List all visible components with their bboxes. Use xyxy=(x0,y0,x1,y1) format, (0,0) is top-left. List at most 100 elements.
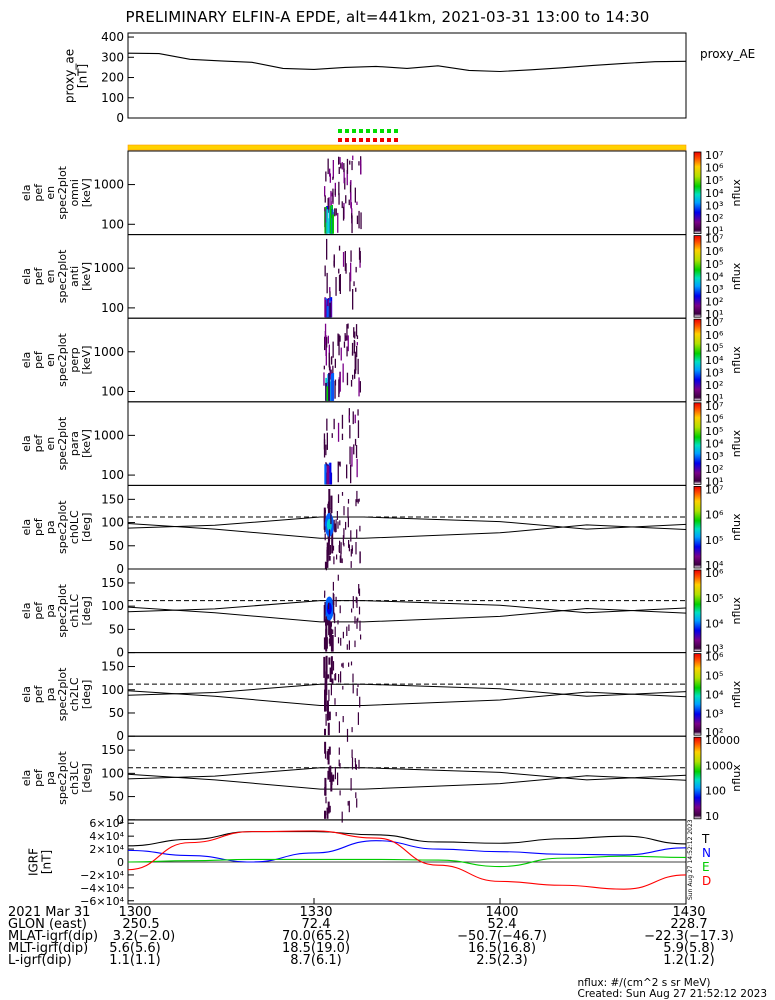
colorbar-tick-2-1: 10⁶ xyxy=(705,329,724,342)
footer-row-label-l: L-igrf(dip) xyxy=(8,953,72,968)
spec-streak-1-4 xyxy=(338,245,341,251)
spec-pa-streak-5-13 xyxy=(354,616,356,624)
spec-streak-1-26 xyxy=(355,266,357,273)
colorbar-tick-3-3: 10⁴ xyxy=(705,438,724,451)
footer-col3-glon: 52.4 xyxy=(487,917,517,932)
spec-ylabel-1-line-5: [keV] xyxy=(80,262,93,291)
spec-pa-streak-4-7 xyxy=(324,509,326,513)
colorbar-6 xyxy=(693,653,702,736)
spec-ylabel-5-line-1: pef xyxy=(32,601,45,620)
spec-pa-streak-4-34 xyxy=(341,558,343,564)
spec-pa-streak-4-6 xyxy=(347,517,349,528)
spec-streak-0-41 xyxy=(338,181,340,196)
spec-pa-streak-5-3 xyxy=(326,637,328,649)
spec-pa-streak-6-2 xyxy=(330,684,332,696)
spec-pa-streak-4-14 xyxy=(343,506,345,516)
spec-pa-streak-4-1 xyxy=(340,542,342,554)
colorbar-tick-0-2: 10⁵ xyxy=(705,174,723,187)
spec-pa-dark-7-10 xyxy=(328,746,331,755)
spec-pa-streak-7-4 xyxy=(325,784,327,795)
spec-core-2-14 xyxy=(326,386,329,401)
spec-streak-1-11 xyxy=(349,272,351,292)
spec-core-3-21 xyxy=(324,464,327,485)
spec-pa-streak-4-2 xyxy=(335,519,337,533)
spec-pa-streak-4-32 xyxy=(350,549,352,557)
colorbar-tick-6-0: 10⁶ xyxy=(705,651,724,664)
spec-core-1-21 xyxy=(326,306,329,318)
spec-pa-streak-7-2 xyxy=(328,767,330,777)
spec-pa-streak-5-15 xyxy=(329,629,331,637)
igrf-legend-N: N xyxy=(702,846,711,860)
spec-pa-dark-6-4 xyxy=(329,667,332,682)
spec-pa-streak-7-21 xyxy=(325,796,327,804)
spec-core-1-20 xyxy=(329,302,331,318)
spec-streak-1-14 xyxy=(333,260,335,266)
spec-streak-2-34 xyxy=(340,347,342,361)
footer-row-label-date: 2021 Mar 31 xyxy=(8,905,91,920)
spec-pa-streak-4-28 xyxy=(343,528,345,538)
footer-col3-l: 2.5(2.3) xyxy=(476,953,528,968)
spec-pa-streak-6-24 xyxy=(352,684,354,694)
spec-ylabel-1-line-1: pef xyxy=(32,266,45,285)
colorbar-tick-2-5: 10² xyxy=(705,379,723,392)
footer-col1-mlt: 5.6(5.6) xyxy=(109,941,161,956)
spec-streak-0-9 xyxy=(358,161,360,166)
spec-streak-1-19 xyxy=(344,251,346,271)
spec-pa-streak-4-33 xyxy=(357,499,359,504)
spec-pa-dark-5-8 xyxy=(323,637,326,650)
spec-streak-3-23 xyxy=(356,458,358,478)
spec-ylabel-6-line-3: spec2plot xyxy=(56,667,69,721)
igrf-series-N xyxy=(127,840,687,863)
spec-pa-dark-6-8 xyxy=(324,689,326,712)
spec-streak-0-47 xyxy=(327,198,329,213)
spec-losscone-line-6 xyxy=(127,690,687,706)
spec-streak-0-54 xyxy=(345,195,347,204)
footer-table: 2021 Mar 31 GLON (east) MLAT-igrf(dip) M… xyxy=(8,906,768,998)
sci-marker-red-1 xyxy=(345,138,349,142)
spec-streak-0-50 xyxy=(351,213,353,219)
spec-pa-streak-7-0 xyxy=(351,757,354,770)
spec-ylabel-2-line-0: ela xyxy=(20,352,33,369)
spec-streak-0-15 xyxy=(335,208,337,216)
spec-pa-streak-4-44 xyxy=(327,547,329,554)
spec-core-3-19 xyxy=(327,465,330,485)
spec-ylabel-6-line-5: [deg] xyxy=(80,680,93,709)
spec-streak-3-24 xyxy=(346,464,348,479)
spec-ylabel-4-line-5: [deg] xyxy=(80,513,93,542)
spec-streak-3-7 xyxy=(352,411,354,425)
spec-pa-streak-7-12 xyxy=(354,758,356,762)
spec-pa-streak-5-42 xyxy=(354,640,356,648)
spec-ylabel-2-line-4: perp xyxy=(68,347,81,372)
spec-pa-streak-6-21 xyxy=(325,670,327,682)
colorbar-tick-4-3: 10⁴ xyxy=(705,559,724,572)
spec-pa-streak-5-26 xyxy=(340,637,342,646)
spec-panel-frame-3 xyxy=(127,401,687,486)
spec-pa-streak-5-14 xyxy=(342,631,344,639)
spec-streak-1-12 xyxy=(342,252,345,267)
spec-streak-2-53 xyxy=(346,346,348,357)
spec-pa-streak-6-23 xyxy=(342,716,344,723)
ae-ytick-label-3: 100 xyxy=(101,91,124,105)
sci-marker-green-5 xyxy=(373,129,377,133)
spec-pa-streak-5-27 xyxy=(356,597,358,608)
spec-streak-2-12 xyxy=(356,335,359,339)
spec-pa-streak-7-15 xyxy=(339,790,341,796)
colorbar-tick-3-0: 10⁷ xyxy=(705,400,723,413)
spec-ylabel-7-line-0: ela xyxy=(20,770,33,787)
spec-streak-0-7 xyxy=(344,177,346,190)
spec-ylabel-3-line-0: ela xyxy=(20,435,33,452)
spec-streak-1-6 xyxy=(324,265,326,277)
spec-ylabel-0-line-3: spec2plot xyxy=(56,165,69,219)
colorbar-tick-0-3: 10⁴ xyxy=(705,187,724,200)
spec-pa-streak-5-38 xyxy=(325,620,327,626)
spec-pa-streak-7-3 xyxy=(358,759,360,769)
spec-pa-streak-5-17 xyxy=(357,617,359,622)
spec-pa-streak-6-9 xyxy=(340,671,342,683)
colorbar-label-4: nflux xyxy=(730,513,743,541)
footer-col1-glon: 250.5 xyxy=(122,917,160,932)
spec-pa-dark-4-10 xyxy=(328,489,331,510)
spec-streak-2-11 xyxy=(352,374,354,380)
spec-ytick-label-0-0: 1000 xyxy=(93,178,124,192)
spec-pa-streak-5-41 xyxy=(333,594,335,605)
footer-col2-mlt: 18.5(19.0) xyxy=(281,941,351,956)
